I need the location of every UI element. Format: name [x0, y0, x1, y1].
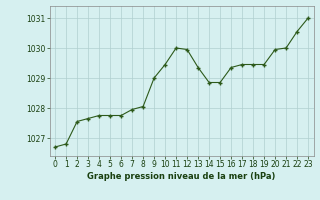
X-axis label: Graphe pression niveau de la mer (hPa): Graphe pression niveau de la mer (hPa)	[87, 172, 276, 181]
